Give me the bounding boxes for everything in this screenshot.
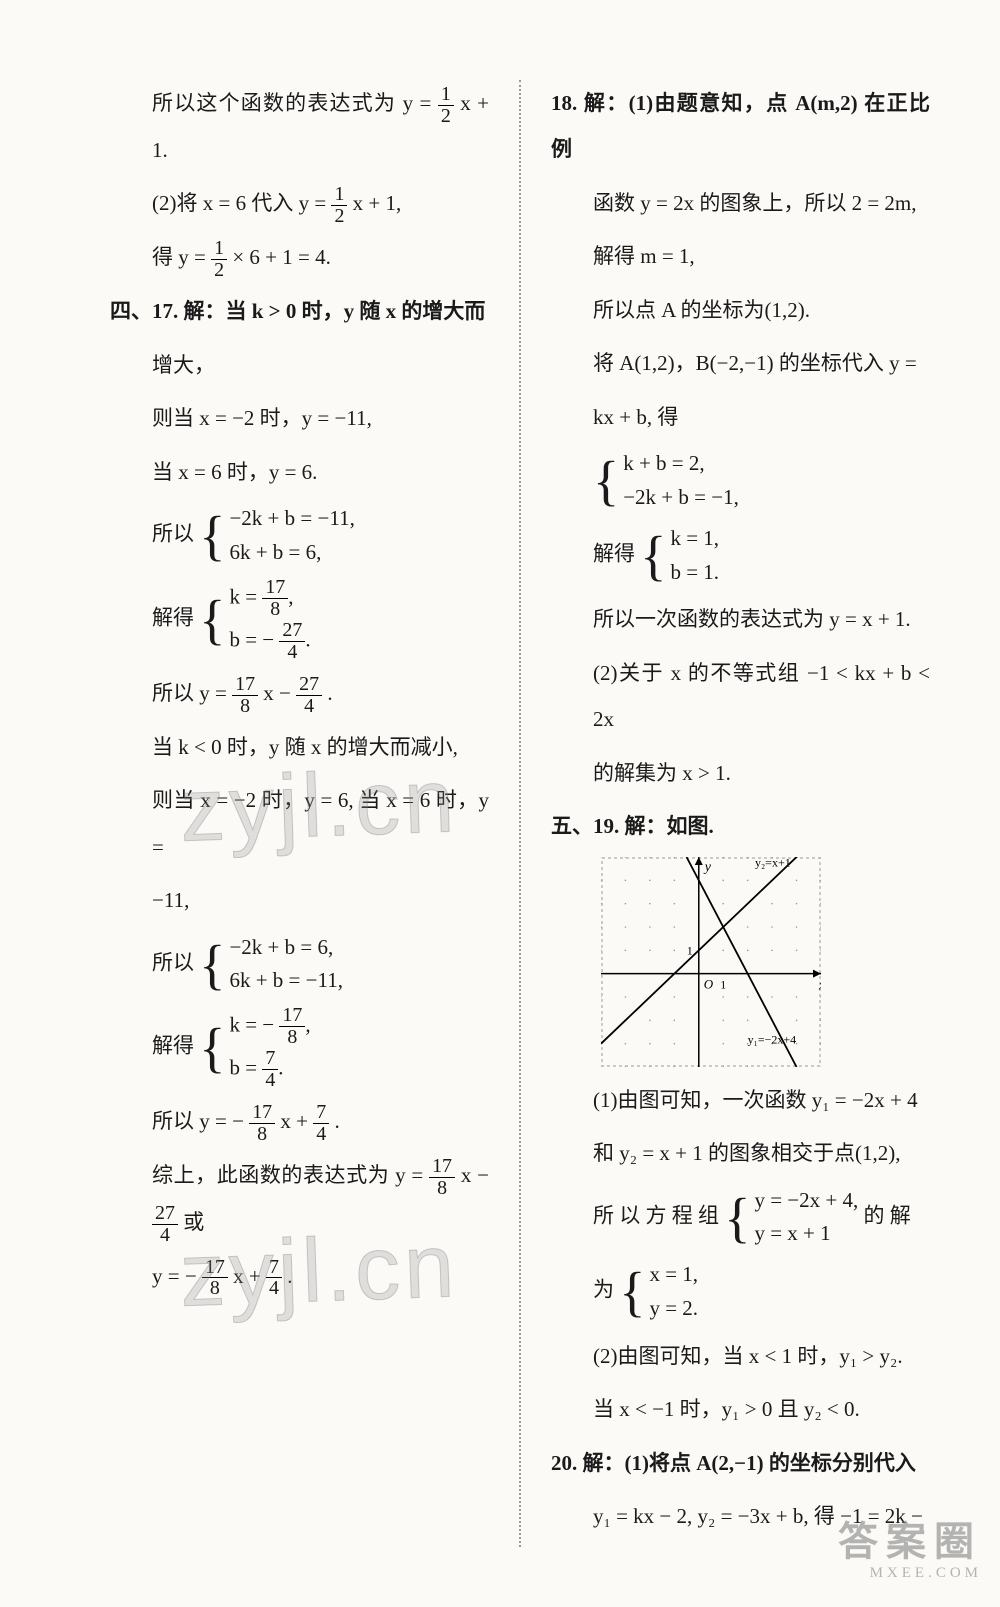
- text-line: (2)关于 x 的不等式组 −1 < kx + b < 2x: [551, 650, 930, 742]
- text-line: 则当 x = −2 时，y = −11,: [110, 395, 489, 441]
- svg-text:y: y: [703, 860, 712, 875]
- text-line: 18. 解：(1)由题意知，点 A(m,2) 在正比例: [551, 80, 930, 172]
- text-line: (2)将 x = 6 代入 y = 12 x + 1,: [110, 180, 489, 227]
- text: (2)将 x = 6 代入 y =: [152, 191, 331, 215]
- text-line: 解得 m = 1,: [551, 233, 930, 279]
- text: 所以这个函数的表达式为 y =: [152, 91, 438, 115]
- text-line: y = − 178 x + 74 .: [110, 1253, 489, 1300]
- corner-url: MXEE.COM: [838, 1565, 982, 1582]
- text-line: 解得 { k = 178, b = − 274.: [110, 577, 489, 663]
- text-line: 则当 x = −2 时，y = 6, 当 x = 6 时，y =: [110, 777, 489, 869]
- text-line: 当 x = 6 时，y = 6.: [110, 449, 489, 495]
- text-line: (2)由图可知，当 x < 1 时，y₁ > y₂.: [551, 1333, 930, 1379]
- text: x + 1,: [353, 191, 402, 215]
- text-line: 解得 { k = − 178, b = 74.: [110, 1005, 489, 1091]
- text-line: 四、17. 解：当 k > 0 时，y 随 x 的增大而: [110, 288, 489, 334]
- corner-watermark: 答案圈 MXEE.COM: [838, 1509, 982, 1582]
- fraction: 12: [438, 84, 454, 127]
- text-line: 所 以 方 程 组 {y = −2x + 4,y = x + 1 的 解: [551, 1184, 930, 1251]
- text-line: −11,: [110, 877, 489, 923]
- fraction: 12: [211, 238, 227, 281]
- svg-text:O: O: [704, 976, 714, 991]
- text: 所以: [152, 522, 194, 546]
- text: 得 y =: [152, 245, 211, 269]
- svg-text:1: 1: [720, 977, 726, 991]
- column-separator: [519, 80, 521, 1547]
- svg-text:y₁=−2x+4: y₁=−2x+4: [748, 1032, 797, 1046]
- text-line: 函数 y = 2x 的图象上，所以 2 = 2m,: [551, 180, 930, 226]
- two-column-layout: 所以这个函数的表达式为 y = 12 x + 1. (2)将 x = 6 代入 …: [0, 0, 1000, 1607]
- text-line: 综上，此函数的表达式为 y = 178 x − 274 或: [110, 1152, 489, 1245]
- svg-text:y₂=x+1: y₂=x+1: [755, 857, 791, 869]
- text-line: 所以 {−2k + b = 6,6k + b = −11,: [110, 931, 489, 998]
- text: × 6 + 1 = 4.: [232, 245, 331, 269]
- text-line: 的解集为 x > 1.: [551, 750, 930, 796]
- text-line: 为 {x = 1,y = 2.: [551, 1258, 930, 1325]
- equation-system: {−2k + b = −11,6k + b = 6,: [199, 502, 355, 569]
- text: 解得: [152, 605, 194, 629]
- right-column: 18. 解：(1)由题意知，点 A(m,2) 在正比例 函数 y = 2x 的图…: [551, 80, 930, 1547]
- corner-title: 答案圈: [838, 1509, 982, 1567]
- text-line: 所以这个函数的表达式为 y = 12 x + 1.: [110, 80, 489, 173]
- text-line: 当 x < −1 时，y₁ > 0 且 y₂ < 0.: [551, 1386, 930, 1432]
- svg-text:x: x: [818, 978, 821, 993]
- text-line: {k + b = 2,−2k + b = −1,: [551, 447, 930, 514]
- text-line: 得 y = 12 × 6 + 1 = 4.: [110, 234, 489, 281]
- left-column: 所以这个函数的表达式为 y = 12 x + 1. (2)将 x = 6 代入 …: [110, 80, 489, 1547]
- heading: 四、17. 解：当 k > 0 时，y 随 x 的增大而: [110, 299, 485, 323]
- text-line: 所以 {−2k + b = −11,6k + b = 6,: [110, 502, 489, 569]
- text-line: 解得 {k = 1,b = 1.: [551, 522, 930, 589]
- text-line: 增大，: [110, 342, 489, 388]
- text-line: 所以 y = − 178 x + 74 .: [110, 1098, 489, 1145]
- text-line: 将 A(1,2)，B(−2,−1) 的坐标代入 y =: [551, 340, 930, 386]
- text-line: 五、19. 解：如图.: [551, 803, 930, 849]
- fraction: 12: [331, 184, 347, 227]
- line-graph: xyO11y₂=x+1y₁=−2x+4: [601, 857, 821, 1067]
- text-line: 所以一次函数的表达式为 y = x + 1.: [551, 596, 930, 642]
- text-line: 和 y₂ = x + 1 的图象相交于点(1,2),: [551, 1130, 930, 1176]
- text-line: 当 k < 0 时，y 随 x 的增大而减小,: [110, 724, 489, 770]
- text-line: kx + b, 得: [551, 394, 930, 440]
- text-line: 所以 y = 178 x − 274 .: [110, 670, 489, 717]
- text-line: (1)由图可知，一次函数 y₁ = −2x + 4: [551, 1077, 930, 1123]
- text-line: 所以点 A 的坐标为(1,2).: [551, 287, 930, 333]
- text-line: 20. 解：(1)将点 A(2,−1) 的坐标分别代入: [551, 1440, 930, 1486]
- equation-system: { k = 178, b = − 274.: [199, 577, 310, 663]
- svg-text:1: 1: [687, 943, 693, 957]
